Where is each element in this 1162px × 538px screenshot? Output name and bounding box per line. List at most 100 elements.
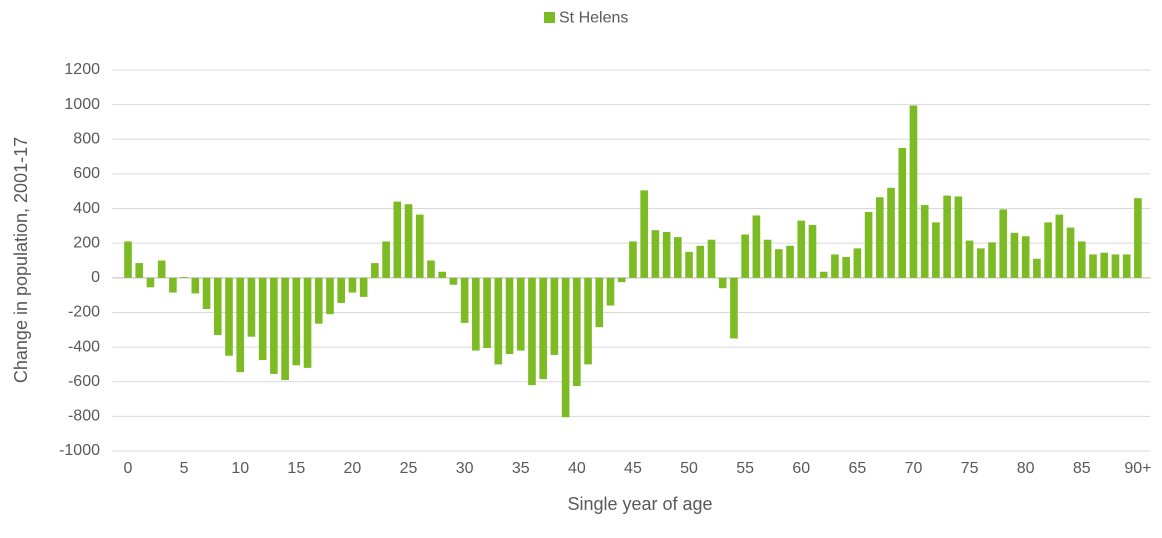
bar <box>561 277 570 418</box>
x-axis-title: Single year of age <box>567 494 712 514</box>
bar <box>943 195 951 278</box>
bar <box>797 220 806 278</box>
y-tick-label: -200 <box>68 304 100 321</box>
y-tick-label: -1000 <box>59 442 100 459</box>
bar <box>853 248 862 278</box>
bar <box>763 239 772 278</box>
x-tick-label: 65 <box>848 460 866 477</box>
bar <box>135 263 144 278</box>
bar <box>180 276 188 278</box>
bar <box>842 257 850 278</box>
bar <box>191 277 200 294</box>
bar <box>1021 236 1030 278</box>
x-tick-label: 40 <box>568 460 586 477</box>
bar <box>1122 254 1131 278</box>
bar <box>1134 198 1142 278</box>
bar <box>326 277 334 315</box>
bar <box>752 215 761 278</box>
bar <box>999 209 1008 278</box>
bar <box>505 277 514 355</box>
y-tick-label: -400 <box>68 338 100 355</box>
bar <box>337 277 346 303</box>
bar <box>371 263 379 278</box>
x-tick-label: 90+ <box>1124 460 1151 477</box>
x-tick-label: 85 <box>1073 460 1091 477</box>
bar <box>606 277 615 306</box>
bar <box>292 277 301 366</box>
bar <box>236 277 245 373</box>
bar <box>404 204 413 278</box>
bar <box>270 277 278 374</box>
bar <box>707 239 716 278</box>
bar <box>449 277 458 285</box>
bar <box>775 249 783 278</box>
x-tick-label: 20 <box>344 460 362 477</box>
x-tick-label: 80 <box>1017 460 1035 477</box>
x-tick-label: 0 <box>124 460 133 477</box>
bar <box>427 260 435 278</box>
bar <box>303 277 312 368</box>
bar <box>1033 258 1041 278</box>
x-tick-label: 5 <box>180 460 189 477</box>
bar <box>864 212 873 278</box>
x-tick-label: 70 <box>905 460 923 477</box>
bar <box>932 222 940 278</box>
x-tick-label: 30 <box>456 460 474 477</box>
bar <box>202 277 211 309</box>
bar <box>415 214 424 278</box>
bar <box>348 277 357 293</box>
bar <box>887 187 895 278</box>
y-tick-label: 600 <box>73 165 100 182</box>
bar <box>718 277 727 289</box>
bar <box>124 241 132 278</box>
bar <box>909 105 918 278</box>
bar <box>640 190 648 278</box>
bar <box>1089 254 1097 278</box>
bar <box>629 241 637 278</box>
bar <box>1055 214 1064 278</box>
bar <box>359 277 368 297</box>
bar <box>146 277 155 288</box>
bar <box>819 271 828 278</box>
bar <box>786 245 794 278</box>
y-tick-label: 1200 <box>64 61 100 78</box>
bar <box>550 277 559 355</box>
x-tick-label: 45 <box>624 460 642 477</box>
bar <box>438 271 447 278</box>
x-tick-label: 50 <box>680 460 698 477</box>
bar <box>157 260 166 278</box>
bar <box>281 277 289 380</box>
x-tick-label: 75 <box>961 460 979 477</box>
bar <box>258 277 267 361</box>
y-tick-label: 400 <box>73 200 100 217</box>
bar <box>584 277 592 365</box>
bar <box>573 277 581 387</box>
bar <box>898 147 907 278</box>
x-tick-label: 35 <box>512 460 530 477</box>
bar <box>472 277 480 351</box>
bar <box>685 251 693 278</box>
bar <box>595 277 604 328</box>
legend-swatch <box>544 12 555 23</box>
bar <box>674 237 682 278</box>
bar <box>528 277 536 386</box>
bar <box>988 242 996 278</box>
bar <box>1111 254 1120 278</box>
bar <box>483 277 491 348</box>
bar <box>382 241 390 278</box>
bar <box>696 245 705 278</box>
bar <box>314 277 323 324</box>
y-tick-label: 200 <box>73 234 100 251</box>
y-tick-label: 800 <box>73 130 100 147</box>
y-tick-label: 1000 <box>64 96 100 113</box>
bar <box>831 254 839 278</box>
y-axis-title: Change in population, 2001-17 <box>11 137 31 383</box>
bar <box>1100 252 1109 278</box>
bar <box>460 277 469 323</box>
bar <box>965 240 974 278</box>
bar <box>494 277 503 365</box>
bar <box>875 197 884 278</box>
bar <box>247 277 256 337</box>
y-tick-label: -600 <box>68 373 100 390</box>
